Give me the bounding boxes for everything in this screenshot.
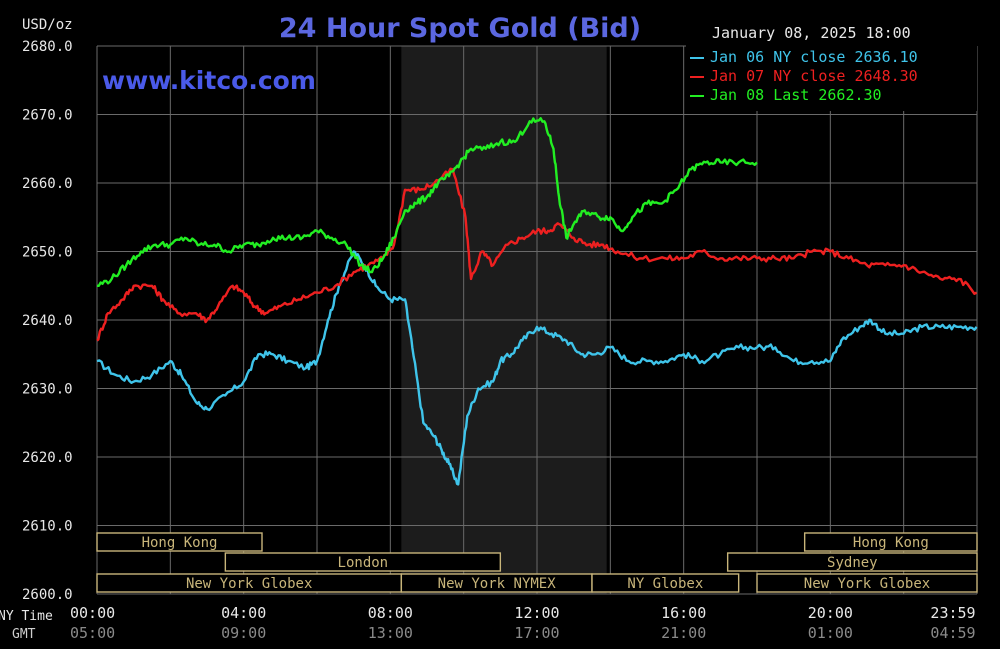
chart-title: 24 Hour Spot Gold (Bid) <box>279 13 641 44</box>
legend-entry: Jan 08 Last 2662.30 <box>710 86 882 104</box>
session-label: New York Globex <box>186 576 312 592</box>
x-tick-label-ny: 16:00 <box>661 604 706 622</box>
x-tick-label-gmt: 21:00 <box>661 624 706 642</box>
y-tick-label: 2610.0 <box>22 519 73 535</box>
y-tick-label: 2600.0 <box>22 587 73 603</box>
series-line <box>96 167 978 342</box>
legend-box <box>686 45 977 111</box>
x-tick-label-ny: 23:59 <box>930 604 975 622</box>
session-bar <box>224 552 502 572</box>
session-label: New York NYMEX <box>438 576 557 592</box>
legend-entry: Jan 06 NY close 2636.10 <box>710 48 918 66</box>
y-tick-label: 2620.0 <box>22 450 73 466</box>
series-line <box>97 117 758 287</box>
x-tick-label-ny: 04:00 <box>221 604 266 622</box>
session-bar <box>803 532 978 552</box>
x-tick-label-gmt: 04:59 <box>930 624 975 642</box>
session-bars: Hong Kong Hong Kong London Sydney New York G… <box>96 532 978 593</box>
y-tick-label: 2660.0 <box>22 176 73 192</box>
gmt-label: GMT <box>12 627 36 642</box>
x-tick-label-ny: 20:00 <box>808 604 853 622</box>
x-tick-label-gmt: 09:00 <box>221 624 266 642</box>
session-label: NY Globex <box>627 576 703 592</box>
session-label: Hong Kong <box>853 535 929 551</box>
session-bar <box>756 573 978 593</box>
x-tick-label-ny: 12:00 <box>514 604 559 622</box>
series-line <box>96 250 978 486</box>
session-bar <box>726 552 978 572</box>
y-tick-label: 2680.0 <box>22 39 73 55</box>
session-bar <box>96 532 263 552</box>
session-label: Hong Kong <box>142 535 218 551</box>
y-axis-unit: USD/oz <box>22 17 73 33</box>
x-tick-label-gmt: 13:00 <box>368 624 413 642</box>
series-lines <box>96 117 978 486</box>
y-axis: 2680.0 2670.0 2660.0 2650.0 2640.0 2630.0 2620… <box>22 39 73 603</box>
session-label: London <box>338 555 389 571</box>
grid <box>96 45 978 595</box>
x-tick-label-gmt: 01:00 <box>808 624 853 642</box>
y-tick-label: 2640.0 <box>22 313 73 329</box>
session-label: New York Globex <box>804 576 930 592</box>
session-label: Sydney <box>827 555 878 571</box>
legend-entry: Jan 07 NY close 2648.30 <box>710 67 918 85</box>
x-tick-label-gmt: 17:00 <box>514 624 559 642</box>
x-tick-label-ny: 08:00 <box>368 604 413 622</box>
y-tick-label: 2630.0 <box>22 382 73 398</box>
date-label: January 08, 2025 18:00 <box>712 24 911 42</box>
y-tick-label: 2650.0 <box>22 245 73 261</box>
x-axis: 00:00 05:00 04:00 09:00 08:00 13:00 12:00 17:00… <box>70 604 976 642</box>
ny-time-label: NY Time <box>0 609 53 624</box>
x-tick-label-gmt: 05:00 <box>70 624 115 642</box>
kitco-watermark: www.kitco.com <box>102 66 316 95</box>
session-bar <box>591 573 740 593</box>
x-tick-label-ny: 00:00 <box>70 604 115 622</box>
y-tick-label: 2670.0 <box>22 108 73 124</box>
